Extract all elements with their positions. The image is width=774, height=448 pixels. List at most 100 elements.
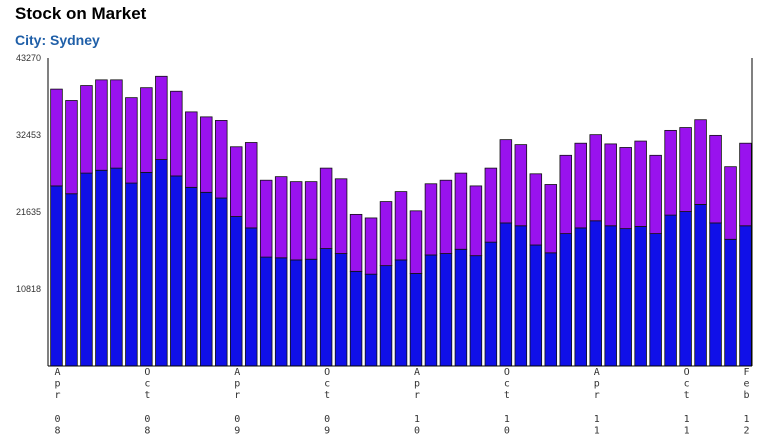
bar-lower [319, 248, 333, 367]
bar-lower [499, 222, 513, 367]
bar-upper [424, 183, 438, 256]
bar-upper [289, 181, 303, 261]
bar-lower [514, 225, 528, 367]
bar-lower [95, 169, 108, 367]
bar-lower [334, 253, 348, 367]
bar-upper [589, 134, 602, 222]
bar-lower [110, 167, 123, 367]
y-axis-ticks: 43270 32453 21635 10818 [16, 53, 41, 294]
bar-upper [439, 179, 453, 254]
bar-lower [364, 273, 378, 367]
bar-upper [454, 172, 468, 250]
axes [47, 58, 753, 367]
bar-upper [484, 167, 498, 243]
bar-lower [649, 233, 662, 367]
bar-upper [634, 140, 647, 227]
bar-upper [259, 179, 273, 258]
bar-upper [469, 185, 483, 257]
bar-lower [604, 225, 617, 367]
bar-lower [185, 186, 198, 367]
bar-lower [634, 226, 647, 367]
bar-lower [709, 222, 722, 367]
bar-lower [439, 253, 453, 367]
chart-subtitle: City: Sydney [15, 32, 100, 48]
bar-upper [334, 178, 348, 254]
bar-lower [589, 220, 602, 367]
bar-upper [65, 100, 78, 195]
bar-upper [709, 134, 722, 224]
bar-lower [574, 227, 587, 367]
bar-lower [484, 241, 498, 367]
bar-lower [379, 265, 393, 367]
bar-lower [200, 191, 213, 367]
y-tick-label: 10818 [16, 284, 41, 294]
bar-upper [529, 173, 543, 246]
bar-upper [95, 79, 108, 171]
bar-lower [125, 182, 138, 367]
bar-lower [140, 171, 153, 367]
bar-lower [259, 256, 273, 367]
bar-upper [274, 176, 288, 259]
bar-upper [724, 166, 737, 240]
bar-lower [664, 214, 677, 367]
bar-upper [80, 85, 93, 174]
bar-lower [289, 259, 303, 367]
bar-upper [50, 88, 63, 187]
bar-upper [185, 111, 198, 188]
bar-lower [394, 259, 408, 367]
bar-upper [544, 184, 558, 254]
bar-upper [514, 144, 528, 227]
bar-lower [469, 255, 483, 367]
bar-upper [349, 213, 363, 272]
bars [50, 75, 752, 367]
bar-lower [229, 216, 243, 367]
bar-upper [559, 154, 573, 235]
bar-upper [604, 143, 617, 227]
bar-lower [274, 257, 288, 367]
bar-lower [454, 248, 468, 367]
bar-upper [155, 75, 168, 160]
bar-lower [80, 172, 93, 367]
bar-lower [244, 227, 258, 367]
bar-upper [694, 119, 707, 205]
chart-title: Stock on Market [15, 4, 147, 23]
bar-upper [664, 129, 677, 216]
bar-upper [679, 127, 692, 212]
bar-upper [499, 139, 513, 224]
bar-lower [170, 175, 183, 367]
bar-upper [379, 201, 393, 267]
bar-upper [229, 146, 243, 217]
bar-upper [394, 191, 408, 261]
bar-upper [574, 142, 587, 229]
y-tick-label: 32453 [16, 130, 41, 140]
bar-lower [739, 225, 752, 367]
bar-lower [409, 273, 423, 367]
bar-upper [140, 87, 153, 173]
bar-lower [65, 193, 78, 367]
bar-lower [215, 197, 228, 367]
bar-upper [200, 116, 213, 193]
bar-upper [304, 181, 318, 260]
y-tick-label: 21635 [16, 207, 41, 217]
bar-lower [619, 228, 632, 367]
bar-upper [364, 217, 378, 275]
bar-lower [679, 211, 692, 367]
bar-upper [319, 167, 333, 249]
bar-lower [529, 244, 543, 367]
bar-upper [125, 97, 138, 184]
bar-lower [304, 258, 318, 367]
bar-upper [409, 210, 423, 274]
bar-lower [544, 252, 558, 367]
bar-upper [110, 79, 123, 169]
bar-lower [50, 185, 63, 367]
bar-upper [244, 142, 258, 229]
bar-upper [215, 120, 228, 199]
